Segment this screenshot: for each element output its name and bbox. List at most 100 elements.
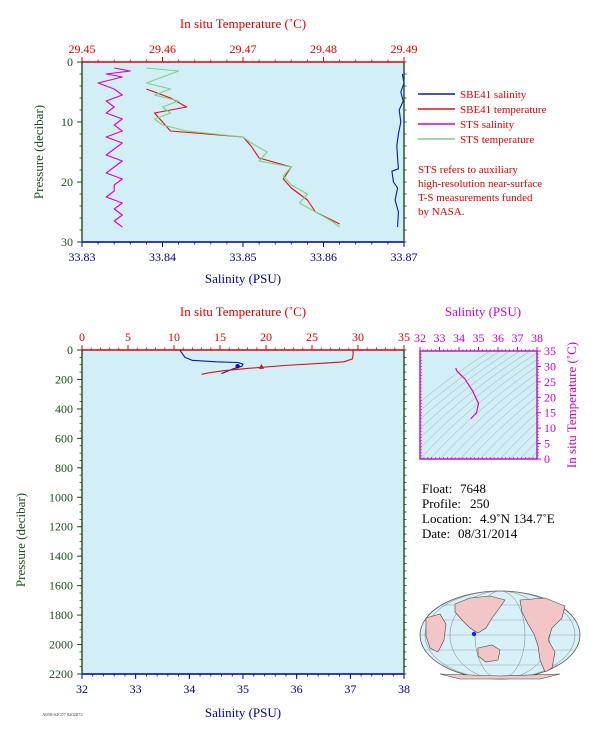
- temperature-tick-label: 29.45: [69, 42, 96, 56]
- inset-temperature-axis-title: In situ Temperature (˚C): [564, 342, 579, 468]
- salinity-tick-label: 33.85: [230, 250, 257, 264]
- map-land: [425, 595, 566, 680]
- inset-temperature-tick-label: 15: [544, 406, 556, 420]
- map-land-asia: [454, 595, 506, 634]
- temperature-tick-label: 10: [168, 330, 180, 344]
- footer-code: A050-S2C07 0202073: [42, 712, 83, 717]
- note-line: high-resolution near-surface: [418, 178, 542, 190]
- temperature-tick-label: 25: [306, 330, 318, 344]
- series-line-sts-temperature: [145, 67, 340, 228]
- world-map: [419, 590, 581, 680]
- inset-temperature-tick-label: 5: [544, 437, 550, 451]
- temperature-tick-label: 30: [352, 330, 364, 344]
- date-value: 08/31/2014: [458, 526, 518, 541]
- salinity-tick-label: 34: [183, 682, 195, 696]
- inset-salinity-axis-title: Salinity (PSU): [445, 304, 521, 319]
- float-location-marker: [471, 631, 477, 637]
- inset-temperature-tick-label: 30: [544, 359, 556, 373]
- temperature-tick-label: 35: [398, 330, 410, 344]
- inset-temperature-tick-label: 0: [544, 452, 550, 466]
- pressure-tick-label: 1800: [49, 608, 73, 622]
- top-legend: SBE41 salinity SBE41 temperature STS salin…: [418, 89, 547, 146]
- profile-label: Profile:: [422, 496, 461, 511]
- pressure-tick-label: 400: [55, 402, 73, 416]
- series-line-sbe41-salinity: [391, 73, 405, 228]
- pressure-tick-label: 1400: [49, 549, 73, 563]
- temperature-tick-label: 29.48: [310, 42, 337, 56]
- top-series-layer: [97, 67, 405, 228]
- pressure-tick-label: 1200: [49, 520, 73, 534]
- top-plot-area: [82, 62, 404, 242]
- legend-label: SBE41 temperature: [460, 104, 547, 116]
- inset-temperature-tick-label: 10: [544, 421, 556, 435]
- series-line-temperature-1: [201, 349, 354, 375]
- top-panel: 29.45 29.46 29.47 29.48 29.49 33.83 33.84 33.85…: [31, 16, 547, 286]
- inset-salinity-tick-label: 32: [414, 331, 426, 345]
- inset-salinity-tick-label: 37: [512, 331, 524, 345]
- pressure-tick-label: 20: [61, 175, 73, 189]
- salinity-tick-label: 33.84: [149, 250, 176, 264]
- pressure-tick-label: 1000: [49, 490, 73, 504]
- salinity-tick-label: 37: [344, 682, 356, 696]
- inset-salinity-tick-label: 34: [453, 331, 465, 345]
- inset-temperature-tick-label: 25: [544, 375, 556, 389]
- pressure-tick-label: 800: [55, 461, 73, 475]
- pressure-tick-label: 200: [55, 372, 73, 386]
- location-label: Location:: [422, 511, 472, 526]
- inset-salinity-tick-label: 38: [531, 331, 543, 345]
- map-land-africa: [425, 613, 447, 653]
- legend-label: STS salinity: [460, 119, 515, 131]
- pressure-tick-label: 30: [61, 235, 73, 249]
- pressure-tick-label: 2200: [49, 667, 73, 681]
- legend-label: STS temperature: [460, 134, 534, 146]
- profile-value: 250: [470, 496, 490, 511]
- salinity-tick-label: 35: [237, 682, 249, 696]
- salinity-tick-label: 38: [398, 682, 410, 696]
- inset-salinity-tick-label: 33: [434, 331, 446, 345]
- map-land-antarctica: [439, 673, 561, 680]
- pressure-tick-label: 600: [55, 431, 73, 445]
- temperature-tick-label: 29.46: [149, 42, 176, 56]
- top-salinity-axis-title: Salinity (PSU): [205, 271, 281, 286]
- inset-salinity-tick-label: 35: [473, 331, 485, 345]
- salinity-tick-label: 32: [76, 682, 88, 696]
- bottom-pressure-axis-title: Pressure (decibar): [13, 493, 28, 587]
- salinity-tick-label: 33.87: [391, 250, 418, 264]
- note-line: by NASA.: [418, 206, 465, 218]
- sts-note: STS refers to auxiliary high-resolution n…: [418, 164, 542, 218]
- temperature-tick-label: 15: [214, 330, 226, 344]
- temperature-tick-label: 29.47: [230, 42, 257, 56]
- pressure-tick-label: 2000: [49, 638, 73, 652]
- temperature-tick-label: 29.49: [391, 42, 418, 56]
- top-pressure-axis-title: Pressure (decibar): [31, 105, 46, 199]
- inset-temperature-tick-label: 20: [544, 390, 556, 404]
- series-line-sbe41-temperature: [146, 88, 340, 225]
- salinity-marker: [235, 364, 240, 369]
- salinity-tick-label: 33: [130, 682, 142, 696]
- bottom-temperature-axis-title: In situ Temperature (˚C): [180, 304, 306, 319]
- pressure-tick-label: 0: [67, 55, 73, 69]
- series-line-sts-salinity: [97, 67, 131, 228]
- inset-ts-curve: [455, 367, 480, 420]
- temperature-marker: [258, 363, 264, 369]
- pressure-tick-label: 1600: [49, 579, 73, 593]
- inset-salinity-tick-label: 36: [492, 331, 504, 345]
- temperature-tick-label: 5: [125, 330, 131, 344]
- map-land-americas: [519, 597, 566, 673]
- bottom-panel: 0 5 10 15 20 25 30 35 32 33 34 35 36 37 38 0 200 400 600 80…: [13, 304, 410, 720]
- date-label: Date:: [422, 526, 450, 541]
- bottom-salinity-axis-title: Salinity (PSU): [205, 705, 281, 720]
- pressure-tick-label: 10: [61, 115, 73, 129]
- salinity-tick-label: 33.86: [310, 250, 337, 264]
- note-line: STS refers to auxiliary: [418, 164, 518, 176]
- salinity-tick-label: 36: [291, 682, 303, 696]
- legend-label: SBE41 salinity: [460, 89, 527, 101]
- pressure-tick-label: 0: [67, 343, 73, 357]
- float-value: 7648: [460, 481, 486, 496]
- inset-series-layer: [455, 367, 480, 420]
- salinity-tick-label: 33.83: [69, 250, 96, 264]
- inset-temperature-tick-label: 35: [544, 344, 556, 358]
